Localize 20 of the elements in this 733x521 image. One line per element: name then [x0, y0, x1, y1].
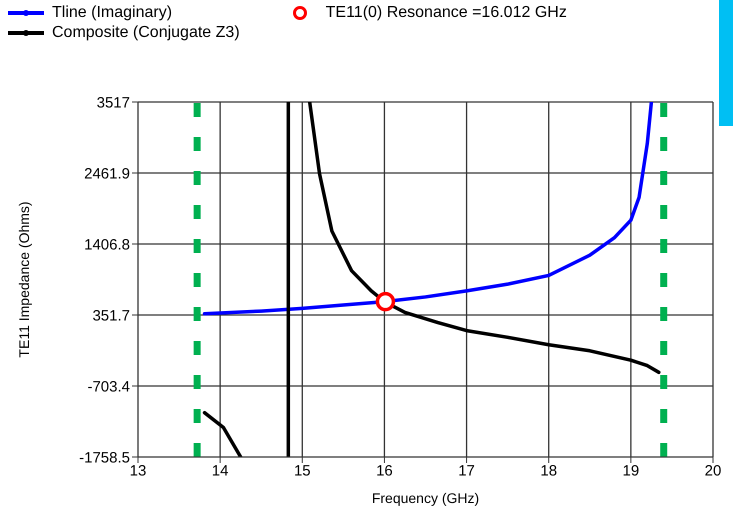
y-axis-title: TE11 Impedance (Ohms) — [16, 201, 32, 358]
y-tick-label: 1406.8 — [84, 236, 130, 254]
x-tick-label: 15 — [294, 462, 311, 480]
x-tick-label: 17 — [458, 462, 475, 480]
legend-label: TE11(0) Resonance =16.012 GHz — [326, 4, 567, 22]
x-tick-label: 19 — [622, 462, 640, 480]
x-axis-title: Frequency (GHz) — [372, 490, 480, 506]
x-tick-label: 14 — [212, 462, 228, 480]
y-tick-label: 2461.9 — [84, 165, 130, 182]
x-tick-label: 18 — [540, 462, 558, 480]
y-tick-label: 351.7 — [92, 307, 130, 324]
x-tick-label: 20 — [704, 462, 722, 480]
x-tick-label: 16 — [376, 462, 393, 480]
legend-label: Tline (Imaginary) — [52, 4, 172, 22]
legend-label: Composite (Conjugate Z3) — [52, 24, 240, 42]
x-tick-label: 13 — [130, 462, 146, 480]
line-series — [202, 102, 654, 316]
y-tick-label: -703.4 — [87, 378, 130, 396]
y-tick-label: 3517 — [96, 94, 130, 112]
y-tick-label: -1758.5 — [79, 449, 130, 466]
